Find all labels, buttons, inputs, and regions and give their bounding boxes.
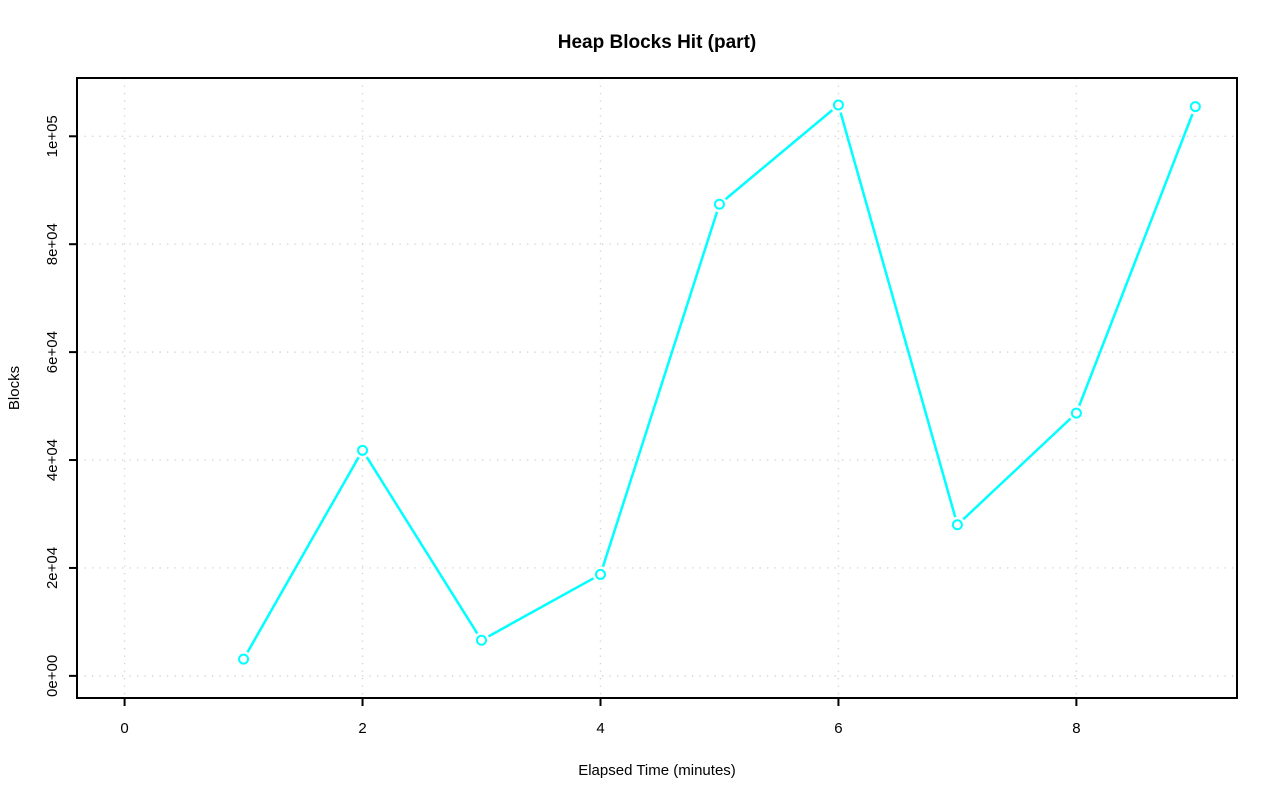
data-point-marker <box>1070 407 1082 419</box>
y-axis-label: Blocks <box>6 365 23 411</box>
plot-border <box>76 77 1238 699</box>
data-point-marker <box>832 99 844 111</box>
y-tick-label: 6e+04 <box>44 331 61 373</box>
x-tick-label: 2 <box>358 720 366 737</box>
chart-title: Heap Blocks Hit (part) <box>557 32 757 53</box>
y-tick-label: 4e+04 <box>44 439 61 481</box>
data-point-marker <box>713 198 725 210</box>
y-tick-label: 2e+04 <box>44 547 61 589</box>
x-tick-label: 4 <box>596 720 604 737</box>
y-tick-label: 8e+04 <box>44 223 61 265</box>
data-series-line <box>242 102 1197 660</box>
data-point-marker <box>476 634 488 646</box>
x-tick-label: 6 <box>834 720 842 737</box>
y-tick-label: 0e+00 <box>44 655 61 697</box>
data-point-marker <box>1189 101 1201 113</box>
x-axis-label: Elapsed Time (minutes) <box>578 762 736 779</box>
data-point-marker <box>238 653 250 665</box>
x-tick-label: 8 <box>1072 720 1080 737</box>
x-tick-label: 0 <box>120 720 128 737</box>
y-tick-label: 1e+05 <box>44 115 61 157</box>
data-point-marker <box>357 444 369 456</box>
data-point-marker <box>951 519 963 531</box>
data-point-marker <box>594 568 606 580</box>
